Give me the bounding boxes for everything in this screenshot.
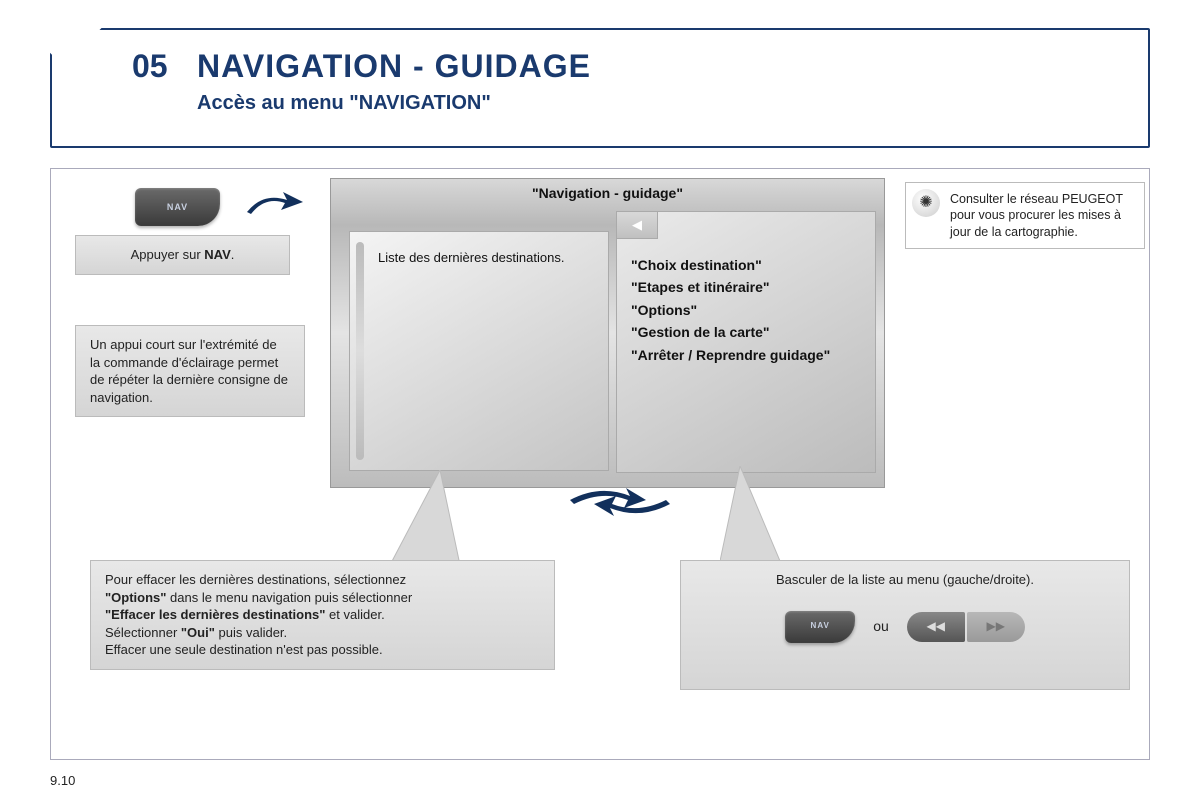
info-box: ✺ Consulter le réseau PEUGEOT pour vous … — [905, 182, 1145, 249]
callout-toggle-text: Basculer de la liste au menu (gauche/dro… — [695, 571, 1115, 589]
or-text: ou — [873, 617, 889, 636]
page-number: 9.10 — [50, 773, 75, 788]
callout-short-press-text: Un appui court sur l'extrémité de la com… — [90, 337, 288, 405]
menu-item[interactable]: "Arrêter / Reprendre guidage" — [631, 344, 830, 366]
nav-button-small[interactable]: NAV — [785, 611, 855, 643]
scrollbar[interactable] — [356, 242, 364, 460]
callout-press-nav-text: Appuyer sur NAV. — [131, 247, 235, 262]
nav-button-label: NAV — [167, 202, 188, 212]
callout-erase: Pour effacer les dernières destinations,… — [90, 560, 555, 670]
info-text: Consulter le réseau PEUGEOT pour vous pr… — [950, 192, 1123, 239]
header-box: 05 NAVIGATION - GUIDAGE Accès au menu "N… — [50, 28, 1150, 148]
callout-pointer-icon — [720, 466, 800, 566]
seek-back-button[interactable]: ◀◀ — [907, 612, 965, 642]
screen-left-label: Liste des dernières destinations. — [378, 250, 564, 265]
callout-erase-text: Pour effacer les dernières destinations,… — [105, 571, 540, 659]
screen-mockup: "Navigation - guidage" Liste des dernièr… — [330, 178, 885, 488]
section-number: 05 — [132, 48, 168, 85]
callout-press-nav: Appuyer sur NAV. — [75, 235, 290, 275]
section-title: NAVIGATION - GUIDAGE — [197, 48, 591, 85]
section-subtitle: Accès au menu "NAVIGATION" — [197, 92, 491, 115]
seek-forward-button[interactable]: ▶▶ — [967, 612, 1025, 642]
menu-item[interactable]: "Options" — [631, 299, 830, 321]
menu-item[interactable]: "Etapes et itinéraire" — [631, 276, 830, 298]
callout-pointer-icon — [390, 470, 480, 570]
nav-button[interactable]: NAV — [135, 188, 220, 226]
swap-arrows-icon — [560, 482, 680, 522]
arrow-right-icon — [245, 190, 305, 220]
callout-toggle: Basculer de la liste au menu (gauche/dro… — [680, 560, 1130, 690]
menu-list: "Choix destination" "Etapes et itinérair… — [631, 254, 830, 366]
menu-item[interactable]: "Gestion de la carte" — [631, 321, 830, 343]
callout-short-press: Un appui court sur l'extrémité de la com… — [75, 325, 305, 417]
lightbulb-icon: ✺ — [912, 189, 940, 217]
screen-left-panel: Liste des dernières destinations. — [349, 231, 609, 471]
menu-item[interactable]: "Choix destination" — [631, 254, 830, 276]
back-tab[interactable]: ◀ — [616, 211, 658, 239]
screen-title: "Navigation - guidage" — [331, 185, 884, 201]
screen-right-panel: ◀ "Choix destination" "Etapes et itinéra… — [616, 211, 876, 473]
